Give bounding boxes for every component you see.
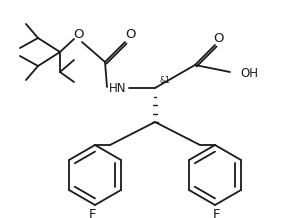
Text: O: O: [125, 29, 135, 41]
Text: HN: HN: [109, 82, 127, 94]
Text: O: O: [73, 29, 83, 41]
Text: &1: &1: [159, 75, 170, 85]
Text: F: F: [89, 208, 97, 218]
Text: F: F: [213, 208, 221, 218]
Text: O: O: [214, 32, 224, 46]
Text: OH: OH: [240, 66, 258, 80]
